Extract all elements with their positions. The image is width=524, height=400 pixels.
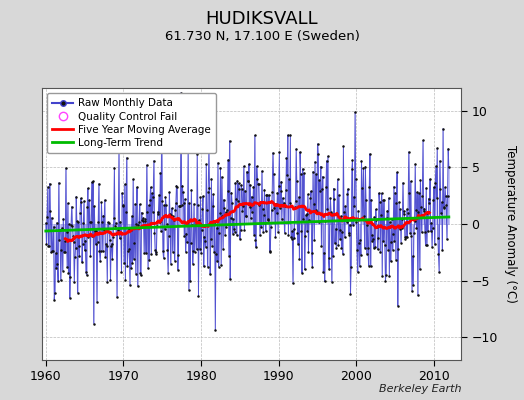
Y-axis label: Temperature Anomaly (°C): Temperature Anomaly (°C) [505, 145, 517, 303]
Legend: Raw Monthly Data, Quality Control Fail, Five Year Moving Average, Long-Term Tren: Raw Monthly Data, Quality Control Fail, … [47, 93, 216, 153]
Text: Berkeley Earth: Berkeley Earth [379, 384, 461, 394]
Text: 61.730 N, 17.100 E (Sweden): 61.730 N, 17.100 E (Sweden) [165, 30, 359, 43]
Text: HUDIKSVALL: HUDIKSVALL [206, 10, 318, 28]
